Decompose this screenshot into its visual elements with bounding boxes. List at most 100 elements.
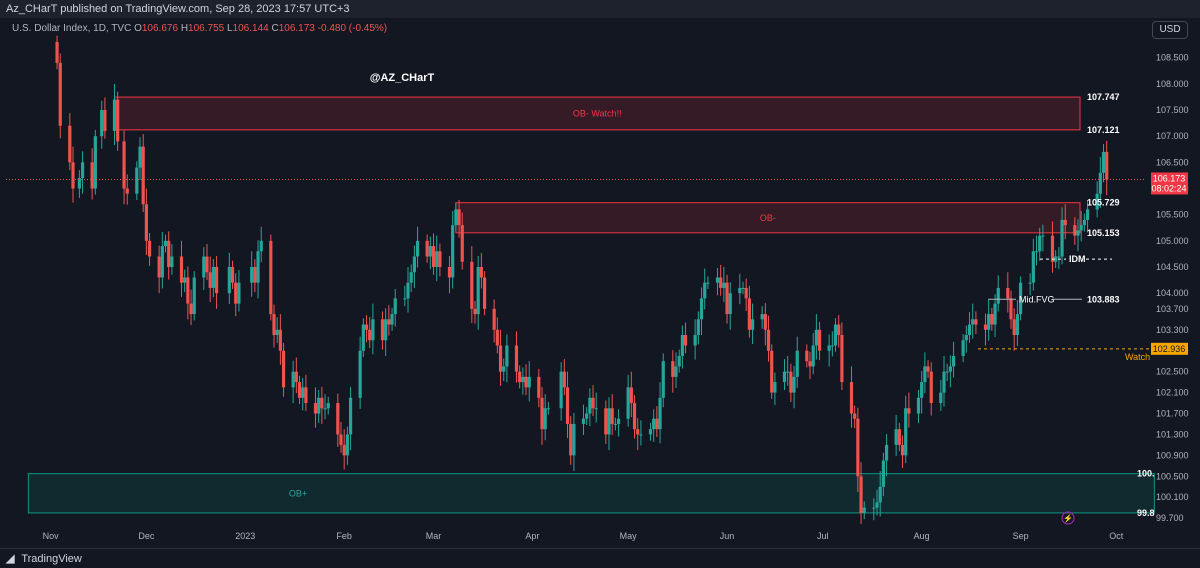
candle-body [766,329,771,351]
candle-body [543,408,547,430]
candle-body [546,408,550,410]
candle-body [297,382,302,398]
idm-label: IDM [1069,254,1086,264]
candle-body [830,345,834,347]
candle-body [304,387,308,404]
candle-body [451,225,455,278]
candle-body [135,167,139,194]
candle-body [632,403,637,430]
candle-body [894,429,898,445]
candle-body [214,266,219,294]
ob2-top-label: 105.729 [1087,198,1120,208]
y-tick-label: 105.000 [1156,236,1189,246]
candle-body [945,371,949,373]
candle-body [281,350,286,388]
candle-body [789,371,793,393]
candle-body [693,335,697,346]
ob-plus-top-label: 100. [1137,469,1155,479]
candle-body [569,423,573,456]
candle-body [524,376,528,388]
candle-body [604,408,608,435]
candle-body [409,272,413,283]
candle-body [454,209,458,226]
candle-body [253,266,257,283]
candle-body [1038,235,1042,252]
candle-body [457,209,461,226]
candle-body [1063,219,1067,226]
candle-body [961,340,965,356]
candle-body [521,376,525,383]
candle-body [655,418,659,430]
candle-body [470,261,474,309]
y-tick-label: 107.500 [1156,105,1189,115]
brand-name: TradingView [21,553,82,565]
candle-body [68,125,72,163]
candle-body [393,298,397,315]
candle-body [227,266,231,294]
current-price-badge [1151,172,1188,195]
y-tick-label: 100.900 [1156,450,1189,460]
candle-body [502,366,506,372]
candle-body [581,418,586,424]
publish-header: Az_CHarT published on TradingView.com, S… [0,0,1200,18]
mid-fvg-value: 103.883 [1087,294,1120,304]
candle-body [80,162,85,179]
x-tick-label: Feb [336,531,352,541]
candle-body [923,366,927,383]
x-tick-label: Apr [525,531,539,541]
candle-body [447,266,452,278]
candle-body [540,397,544,430]
y-tick-label: 105.500 [1156,210,1189,220]
candle-body [833,324,838,346]
x-tick-label: Jun [720,531,735,541]
candle-body [122,141,126,189]
x-tick-label: 2023 [235,531,255,541]
candle-body [1057,256,1061,258]
candle-body [750,319,755,330]
candle-body [706,282,710,284]
candle-body [358,350,362,398]
candle-body [1060,219,1064,257]
candle-body [505,345,509,367]
ob-bottom-label: 107.121 [1087,125,1120,135]
candle-body [770,350,774,393]
candle-body [435,251,439,267]
candle-body [1076,230,1080,236]
candle-body [380,319,385,341]
y-tick-label: 101.700 [1156,409,1189,419]
candle-body [234,282,238,304]
candle-body [157,256,161,278]
candle-body [336,403,340,435]
candle-body [163,240,168,247]
candle-body [1105,151,1109,180]
y-tick-label: 104.000 [1156,288,1189,298]
candle-body [875,502,879,508]
candle-body [1098,172,1102,194]
symbol-name: U.S. Dollar Index, 1D, TVC [12,23,132,34]
x-tick-label: Nov [43,531,60,541]
candle-body [572,423,576,456]
candle-body [317,397,321,414]
candle-body [792,376,796,393]
candle-body [272,314,276,336]
candle-body [1015,314,1019,336]
x-tick-label: Oct [1109,531,1124,541]
candle-body [916,397,921,414]
x-tick-label: Aug [914,531,930,541]
candle-body [588,397,592,414]
candle-body [237,282,241,304]
candle-body [326,403,330,409]
low-value: 106.144 [232,23,269,34]
candle-body [942,371,946,393]
ohlc-legend: U.S. Dollar Index, 1D, TVC O106.676 H106… [12,23,388,34]
x-tick-label: Sep [1013,531,1029,541]
currency-button[interactable]: USD [1152,21,1188,39]
candle-body [259,240,263,252]
ob-watch-zone-label: OB- Watch!! [573,108,622,118]
candle-body [361,324,365,351]
candle-body [390,314,394,325]
candle-body [671,361,675,377]
candle-body [948,366,952,372]
candle-body [537,376,541,398]
